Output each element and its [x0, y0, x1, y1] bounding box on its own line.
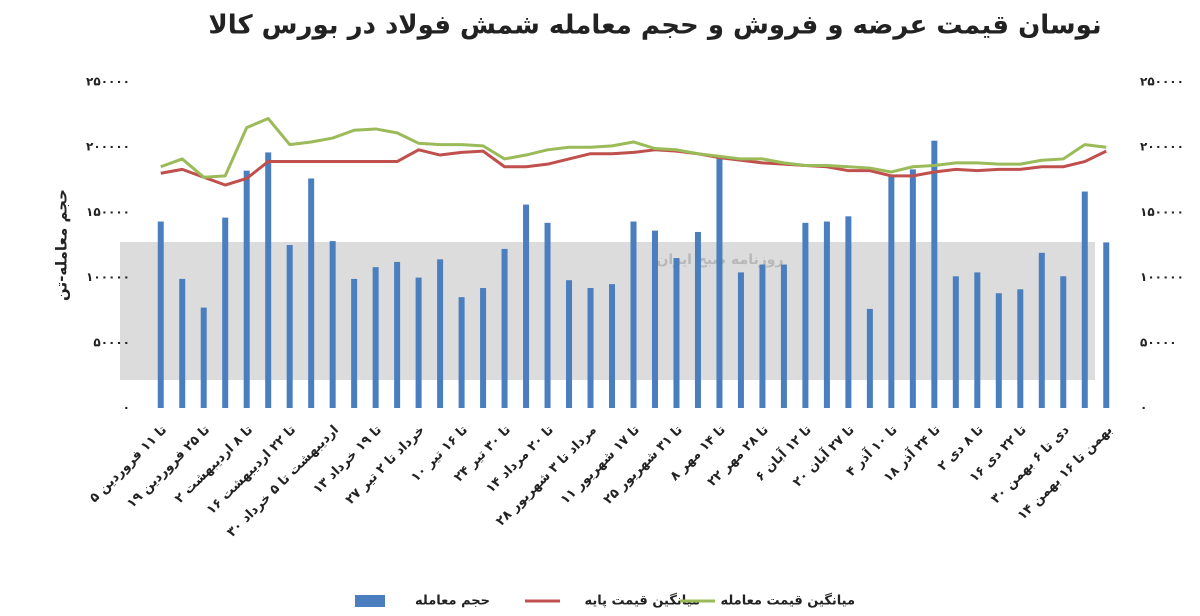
- bar: [308, 178, 315, 408]
- y2-tick-label: ۵۰۰۰۰: [1140, 335, 1177, 349]
- legend-swatch: [355, 595, 385, 607]
- bar: [480, 288, 487, 408]
- bar: [265, 152, 272, 408]
- bar: [587, 288, 594, 408]
- bar: [651, 230, 658, 408]
- legend-label: حجم معامله: [415, 594, 490, 609]
- x-tick-label: ۲۷ خرداد تا ۲ تیر: [343, 423, 428, 508]
- bar: [995, 293, 1002, 408]
- y-tick-label: ۱۵۰۰۰۰: [86, 205, 130, 219]
- legend-label: میانگین قیمت پایه: [584, 593, 700, 609]
- bar: [952, 276, 959, 408]
- bar: [394, 261, 401, 408]
- y-tick-label: ۵۰۰۰۰: [93, 335, 130, 349]
- bar: [1081, 191, 1088, 408]
- bar: [737, 272, 744, 408]
- bar: [823, 221, 830, 408]
- bar: [1017, 289, 1024, 408]
- bar: [501, 248, 508, 408]
- bar: [1038, 252, 1045, 408]
- bar: [437, 259, 444, 408]
- y2-tick-label: ۱۵۰۰۰۰: [1140, 205, 1184, 219]
- y2-tick-label: ۱۰۰۰۰۰: [1140, 270, 1184, 284]
- bar: [802, 222, 809, 408]
- bar: [630, 221, 637, 408]
- x-tick-label: ۵ تا ۱۱ فروردین: [87, 423, 170, 506]
- y-tick-label: ۲۵۰۰۰۰: [86, 75, 130, 89]
- bar: [415, 277, 422, 408]
- bar: [286, 245, 293, 408]
- x-tick-label: ۲ تا ۸ اردیبهشت: [172, 423, 256, 507]
- bar: [372, 267, 379, 408]
- y2-tick-label: ۰: [1140, 401, 1147, 415]
- line: [160, 117, 1107, 179]
- bar: [523, 204, 530, 408]
- bar: [716, 157, 723, 408]
- bar: [845, 216, 852, 408]
- bar: [329, 241, 336, 408]
- line: [160, 148, 1107, 187]
- bar: [780, 264, 787, 408]
- x-tick-label: ۳۰ دی تا ۶ بهمن: [988, 422, 1072, 506]
- y-tick-label: ۰: [123, 401, 130, 415]
- bar: [673, 258, 680, 408]
- y2-tick-label: ۲۵۰۰۰۰: [1140, 75, 1184, 89]
- bar: [222, 217, 229, 408]
- bar: [1103, 242, 1110, 408]
- bar: [931, 140, 938, 408]
- bar: [609, 284, 616, 408]
- bar: [888, 174, 895, 408]
- bar: [200, 307, 207, 408]
- y2-tick-label: ۲۰۰۰۰۰: [1140, 140, 1184, 154]
- x-tick-label: ۲۵ تا ۳۱ شهریور: [601, 423, 686, 508]
- y-tick-label: ۲۰۰۰۰۰: [86, 140, 130, 154]
- bar: [1060, 276, 1067, 408]
- bar: [544, 222, 551, 408]
- bar: [458, 297, 465, 408]
- bar: [243, 170, 250, 408]
- bar: [157, 221, 164, 408]
- x-tick-label: ۱۱ تا ۱۷ شهریور: [558, 423, 643, 508]
- y-axis-title: حجم معامله-تن: [53, 189, 71, 301]
- bar: [566, 280, 573, 408]
- bar: [694, 231, 701, 408]
- bar: [909, 169, 916, 408]
- y-tick-label: ۱۰۰۰۰۰: [86, 270, 130, 284]
- bar: [866, 308, 873, 408]
- chart-title: نوسان قیمت عرضه و فروش و حجم معامله شمش …: [208, 11, 1101, 41]
- legend-label: میانگین قیمت معامله: [720, 593, 855, 609]
- bar: [179, 278, 186, 408]
- bar: [759, 264, 766, 408]
- bar: [974, 272, 981, 408]
- bar: [351, 278, 358, 408]
